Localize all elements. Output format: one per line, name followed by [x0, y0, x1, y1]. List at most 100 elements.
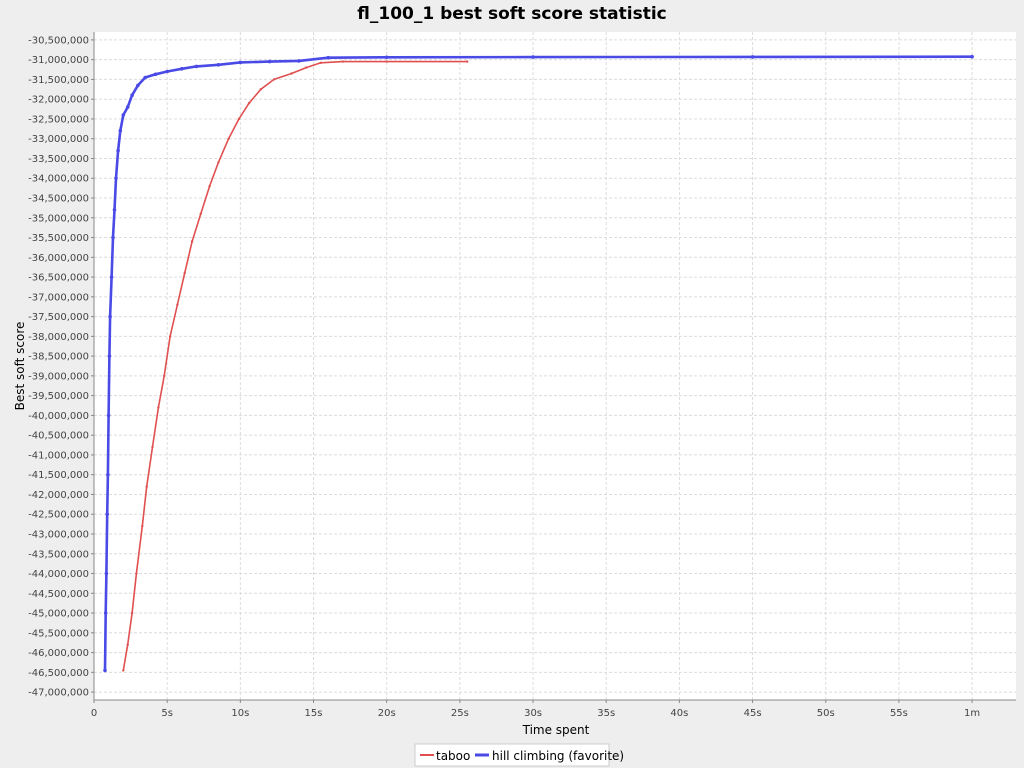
y-tick-label: -35,500,000: [28, 233, 89, 244]
y-tick-label: -30,500,000: [28, 35, 89, 46]
x-tick-label: 5s: [161, 708, 173, 719]
data-point-taboo: [237, 117, 241, 121]
y-tick-label: -34,000,000: [28, 174, 89, 185]
data-point-taboo: [319, 61, 322, 64]
grid: [93, 32, 1016, 700]
legend: taboo hill climbing (favorite): [414, 743, 624, 767]
y-tick-label: -46,000,000: [28, 648, 89, 659]
x-tick-label: 15s: [305, 708, 323, 719]
x-tick-label: 1m: [964, 708, 980, 719]
data-point-hill-climbing: [107, 354, 112, 358]
y-tick-label: -42,000,000: [28, 490, 89, 501]
y-tick-label: -38,000,000: [28, 332, 89, 343]
x-tick-label: 40s: [670, 708, 688, 719]
x-tick-label: 55s: [890, 708, 908, 719]
x-tick-label: 30s: [524, 708, 542, 719]
data-point-hill-climbing: [108, 314, 112, 319]
data-point-taboo: [290, 72, 293, 75]
legend-label-taboo: taboo: [436, 749, 470, 763]
data-point-hill-climbing: [143, 75, 147, 80]
data-point-hill-climbing: [106, 413, 111, 418]
y-tick-label: -47,000,000: [28, 688, 89, 699]
plot-area: [94, 32, 1016, 700]
series-layer: [103, 54, 974, 673]
data-point-hill-climbing: [238, 60, 243, 65]
y-tick-label: -44,500,000: [28, 589, 89, 600]
data-point-taboo: [247, 101, 251, 105]
data-point-hill-climbing: [114, 176, 118, 180]
data-point-hill-climbing: [116, 148, 120, 153]
data-point-taboo: [183, 271, 186, 275]
y-axis-ticks: -30,500,000 -31,000,000 -31,500,000 -32,000…: [28, 35, 94, 699]
y-tick-label: -43,000,000: [28, 529, 89, 540]
data-point-taboo: [126, 643, 129, 646]
data-point-taboo: [227, 137, 230, 140]
data-point-taboo: [135, 572, 138, 575]
y-tick-label: -45,500,000: [28, 628, 89, 639]
data-point-hill-climbing: [531, 55, 535, 59]
data-point-hill-climbing: [180, 67, 184, 71]
x-tick-label: 35s: [597, 708, 615, 719]
data-point-hill-climbing: [153, 72, 158, 77]
y-tick-label: -36,000,000: [28, 253, 89, 264]
y-tick-label: -32,500,000: [28, 114, 89, 125]
y-tick-label: -38,500,000: [28, 352, 89, 363]
y-tick-label: -43,500,000: [28, 549, 89, 560]
data-point-taboo: [259, 88, 262, 91]
chart-title: fl_100_1 best soft score statistic: [357, 4, 666, 24]
x-axis-label: Time spent: [522, 723, 590, 737]
x-tick-label: 20s: [378, 708, 396, 719]
y-tick-label: -41,000,000: [28, 450, 89, 461]
data-point-hill-climbing: [112, 208, 117, 212]
y-tick-label: -42,500,000: [28, 510, 89, 521]
y-tick-label: -39,000,000: [28, 371, 89, 382]
y-tick-label: -32,000,000: [28, 95, 89, 106]
data-point-hill-climbing: [384, 55, 389, 60]
data-point-taboo: [341, 60, 344, 63]
data-point-taboo: [163, 374, 166, 378]
data-point-hill-climbing: [125, 105, 130, 109]
data-point-hill-climbing: [136, 83, 140, 88]
data-point-hill-climbing: [106, 472, 110, 477]
data-point-taboo: [208, 185, 211, 188]
data-point-taboo: [466, 60, 469, 63]
y-tick-label: -35,000,000: [28, 213, 89, 224]
legend-label-hill-climbing: hill climbing (favorite): [492, 749, 624, 763]
y-tick-label: -44,000,000: [28, 569, 89, 580]
y-tick-label: -31,000,000: [28, 55, 89, 66]
y-tick-label: -34,500,000: [28, 194, 89, 205]
series-line-hill-climbing: [103, 55, 973, 671]
x-tick-label: 25s: [451, 708, 469, 719]
data-point-hill-climbing: [194, 64, 199, 69]
data-point-hill-climbing: [165, 69, 169, 74]
data-point-hill-climbing: [104, 571, 109, 576]
y-tick-label: -37,500,000: [28, 312, 89, 323]
data-point-taboo: [272, 78, 276, 81]
y-tick-label: -46,500,000: [28, 668, 89, 679]
x-axis-ticks: 0 5s 10s 15s 20s 25s 30s 35s 40s 45s 50s 55s 1m: [91, 700, 980, 719]
data-point-hill-climbing: [103, 668, 107, 673]
data-point-taboo: [168, 335, 172, 338]
data-point-hill-climbing: [111, 235, 115, 240]
x-tick-label: 45s: [744, 708, 762, 719]
x-tick-label: 50s: [817, 708, 835, 719]
data-point-hill-climbing: [216, 63, 221, 67]
data-point-hill-climbing: [326, 55, 331, 60]
data-point-taboo: [190, 240, 194, 243]
x-tick-label: 0: [91, 708, 97, 719]
data-point-taboo: [130, 611, 134, 615]
data-point-hill-climbing: [130, 93, 134, 97]
data-point-taboo: [157, 406, 160, 409]
data-point-hill-climbing: [297, 59, 301, 63]
data-point-hill-climbing: [121, 113, 126, 117]
y-tick-label: -39,500,000: [28, 391, 89, 402]
data-point-hill-climbing: [970, 54, 974, 59]
data-point-taboo: [176, 303, 179, 306]
y-tick-label: -33,500,000: [28, 154, 89, 165]
data-point-taboo: [151, 445, 154, 449]
data-point-hill-climbing: [105, 512, 109, 516]
data-point-hill-climbing: [103, 611, 108, 615]
data-point-taboo: [305, 66, 308, 69]
data-point-hill-climbing: [750, 55, 755, 59]
